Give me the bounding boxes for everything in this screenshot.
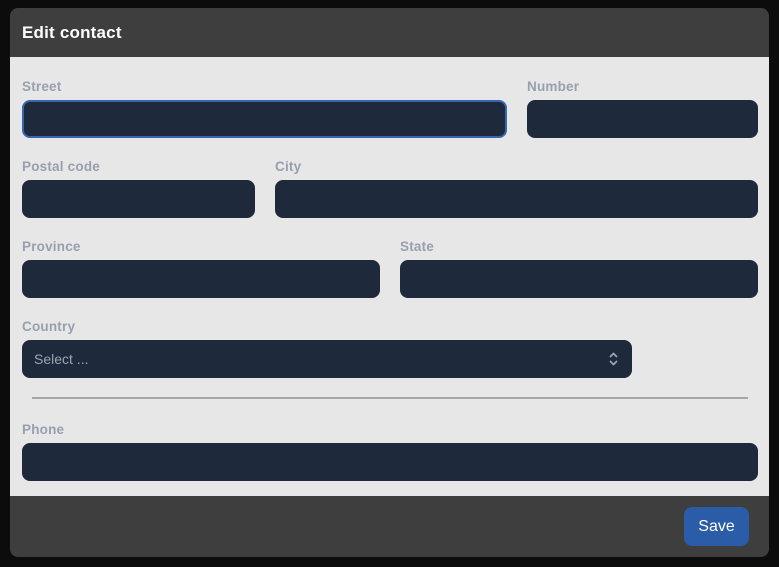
state-input[interactable] [400,260,758,298]
row-street-number: Street Number [22,79,758,138]
postal-code-input[interactable] [22,180,255,218]
field-postal-code: Postal code [22,159,255,218]
field-phone: Phone [22,422,758,481]
field-street: Street [22,79,507,138]
city-label: City [275,159,302,174]
row-postal-city: Postal code City [22,159,758,218]
field-city: City [275,159,758,218]
street-input[interactable] [22,100,507,138]
dialog-footer: Save [10,496,769,557]
phone-input[interactable] [22,443,758,481]
save-button[interactable]: Save [684,507,749,546]
field-number: Number [527,79,758,138]
field-state: State [400,239,758,298]
row-phone: Phone [22,422,758,481]
number-label: Number [527,79,580,94]
country-select-value: Select ... [34,351,89,367]
row-country: Country Select ... [22,319,758,378]
state-label: State [400,239,435,254]
country-select[interactable]: Select ... [22,340,632,378]
country-label: Country [22,319,76,334]
row-province-state: Province State [22,239,758,298]
section-divider [32,397,748,399]
dialog-header: Edit contact [10,8,769,57]
phone-label: Phone [22,422,65,437]
street-label: Street [22,79,62,94]
chevron-up-down-icon [607,350,620,368]
edit-contact-dialog: Edit contact Street Number Postal code C… [10,8,769,557]
city-input[interactable] [275,180,758,218]
number-input[interactable] [527,100,758,138]
dialog-title: Edit contact [22,22,122,42]
field-country: Country Select ... [22,319,632,378]
postal-code-label: Postal code [22,159,100,174]
province-label: Province [22,239,81,254]
province-input[interactable] [22,260,380,298]
field-province: Province [22,239,380,298]
dialog-body: Street Number Postal code City Province [10,57,769,496]
